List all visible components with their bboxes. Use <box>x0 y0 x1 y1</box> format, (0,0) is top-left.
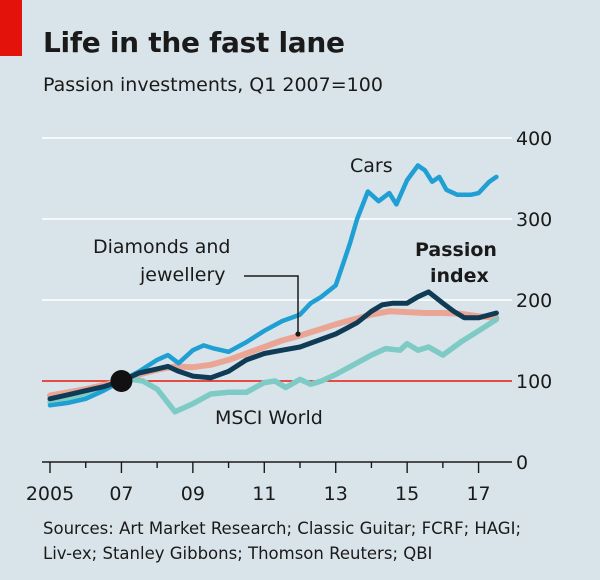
x-tick-label-13: 13 <box>324 483 348 505</box>
x-tick-label-07: 07 <box>109 483 133 505</box>
x-tick-label-11: 11 <box>252 483 276 505</box>
y-tick-label-400: 400 <box>516 128 552 150</box>
x-tick-label-09: 09 <box>181 483 205 505</box>
annotation-passion-line2: index <box>430 265 489 287</box>
annotation-leader-dot <box>295 331 301 337</box>
y-tick-label-100: 100 <box>516 371 552 393</box>
series-line-cars <box>47 163 499 408</box>
annotation-cars: Cars <box>350 155 393 177</box>
sources-line-2: Liv-ex; Stanley Gibbons; Thomson Reuters… <box>43 544 433 563</box>
x-tick-label-17: 17 <box>466 483 490 505</box>
x-tick-label-2005: 2005 <box>26 483 74 505</box>
x-axis: 2005 07 09 11 13 15 17 <box>26 461 512 505</box>
annotation-passion-line1: Passion <box>415 239 497 261</box>
sources-note: Sources: Art Market Research; Classic Gu… <box>43 516 588 566</box>
annotation-leader-line <box>244 275 299 332</box>
y-axis: 0 100 200 300 400 <box>516 128 552 474</box>
chart-subtitle: Passion investments, Q1 2007=100 <box>43 74 383 96</box>
x-tick-label-15: 15 <box>395 483 419 505</box>
series-line-msci-world <box>47 316 500 415</box>
brand-tag <box>0 0 22 56</box>
y-tick-label-0: 0 <box>516 452 528 474</box>
y-tick-label-200: 200 <box>516 290 552 312</box>
y-tick-label-300: 300 <box>516 209 552 231</box>
annotation-diamonds-line2: jewellery <box>139 264 226 286</box>
series-line-passion-index <box>47 289 499 402</box>
chart-title: Life in the fast lane <box>43 26 345 59</box>
annotation-msci: MSCI World <box>215 407 323 429</box>
annotations: Cars Diamonds and jewellery Passion inde… <box>93 155 497 429</box>
sources-line-1: Sources: Art Market Research; Classic Gu… <box>43 519 522 538</box>
annotation-diamonds-line1: Diamonds and <box>93 236 230 258</box>
base-point-marker <box>110 370 133 392</box>
